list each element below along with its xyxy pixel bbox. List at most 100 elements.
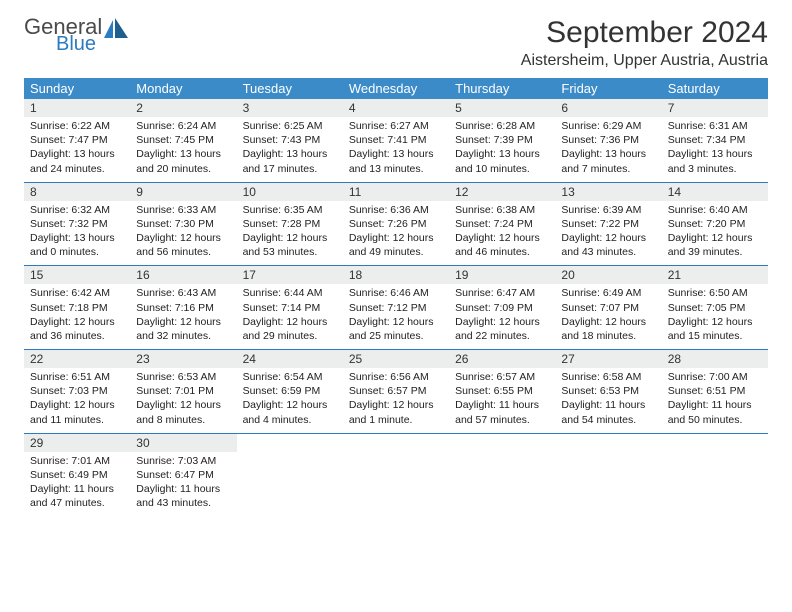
day-number: 25 xyxy=(343,350,449,368)
week-row: 1Sunrise: 6:22 AMSunset: 7:47 PMDaylight… xyxy=(24,99,768,183)
day-number: 12 xyxy=(449,183,555,201)
day-details: Sunrise: 6:28 AMSunset: 7:39 PMDaylight:… xyxy=(449,117,555,182)
day-sunrise: Sunrise: 6:54 AM xyxy=(243,370,337,384)
day-number: 19 xyxy=(449,266,555,284)
empty-cell xyxy=(449,434,555,517)
day-number: 24 xyxy=(237,350,343,368)
day-sunrise: Sunrise: 6:58 AM xyxy=(561,370,655,384)
day-sunset: Sunset: 6:59 PM xyxy=(243,384,337,398)
day-number: 22 xyxy=(24,350,130,368)
day-details: Sunrise: 6:31 AMSunset: 7:34 PMDaylight:… xyxy=(662,117,768,182)
day-d2: and 29 minutes. xyxy=(243,329,337,343)
day-sunset: Sunset: 7:03 PM xyxy=(30,384,124,398)
day-number: 30 xyxy=(130,434,236,452)
day-sunrise: Sunrise: 6:49 AM xyxy=(561,286,655,300)
day-d1: Daylight: 12 hours xyxy=(349,231,443,245)
day-sunrise: Sunrise: 6:57 AM xyxy=(455,370,549,384)
day-d2: and 17 minutes. xyxy=(243,162,337,176)
day-cell: 21Sunrise: 6:50 AMSunset: 7:05 PMDayligh… xyxy=(662,266,768,349)
day-details: Sunrise: 7:00 AMSunset: 6:51 PMDaylight:… xyxy=(662,368,768,433)
day-d1: Daylight: 12 hours xyxy=(136,231,230,245)
day-details: Sunrise: 6:35 AMSunset: 7:28 PMDaylight:… xyxy=(237,201,343,266)
day-d2: and 50 minutes. xyxy=(668,413,762,427)
day-number: 5 xyxy=(449,99,555,117)
day-cell: 11Sunrise: 6:36 AMSunset: 7:26 PMDayligh… xyxy=(343,183,449,266)
day-details: Sunrise: 6:47 AMSunset: 7:09 PMDaylight:… xyxy=(449,284,555,349)
day-number: 28 xyxy=(662,350,768,368)
day-d2: and 11 minutes. xyxy=(30,413,124,427)
day-number: 16 xyxy=(130,266,236,284)
day-d1: Daylight: 12 hours xyxy=(136,398,230,412)
day-d2: and 36 minutes. xyxy=(30,329,124,343)
week-row: 8Sunrise: 6:32 AMSunset: 7:32 PMDaylight… xyxy=(24,183,768,267)
day-cell: 7Sunrise: 6:31 AMSunset: 7:34 PMDaylight… xyxy=(662,99,768,182)
day-d2: and 46 minutes. xyxy=(455,245,549,259)
day-cell: 13Sunrise: 6:39 AMSunset: 7:22 PMDayligh… xyxy=(555,183,661,266)
day-of-week-header: Saturday xyxy=(662,78,768,99)
day-sunset: Sunset: 7:36 PM xyxy=(561,133,655,147)
day-cell: 8Sunrise: 6:32 AMSunset: 7:32 PMDaylight… xyxy=(24,183,130,266)
week-row: 29Sunrise: 7:01 AMSunset: 6:49 PMDayligh… xyxy=(24,434,768,517)
day-d2: and 4 minutes. xyxy=(243,413,337,427)
day-d2: and 25 minutes. xyxy=(349,329,443,343)
day-details: Sunrise: 6:56 AMSunset: 6:57 PMDaylight:… xyxy=(343,368,449,433)
day-sunset: Sunset: 7:24 PM xyxy=(455,217,549,231)
day-details: Sunrise: 6:50 AMSunset: 7:05 PMDaylight:… xyxy=(662,284,768,349)
day-cell: 19Sunrise: 6:47 AMSunset: 7:09 PMDayligh… xyxy=(449,266,555,349)
day-cell: 29Sunrise: 7:01 AMSunset: 6:49 PMDayligh… xyxy=(24,434,130,517)
week-row: 22Sunrise: 6:51 AMSunset: 7:03 PMDayligh… xyxy=(24,350,768,434)
day-d1: Daylight: 12 hours xyxy=(243,231,337,245)
day-cell: 16Sunrise: 6:43 AMSunset: 7:16 PMDayligh… xyxy=(130,266,236,349)
day-d2: and 56 minutes. xyxy=(136,245,230,259)
day-d2: and 53 minutes. xyxy=(243,245,337,259)
day-details: Sunrise: 6:33 AMSunset: 7:30 PMDaylight:… xyxy=(130,201,236,266)
day-sunrise: Sunrise: 6:25 AM xyxy=(243,119,337,133)
day-cell: 9Sunrise: 6:33 AMSunset: 7:30 PMDaylight… xyxy=(130,183,236,266)
day-d2: and 3 minutes. xyxy=(668,162,762,176)
day-cell: 15Sunrise: 6:42 AMSunset: 7:18 PMDayligh… xyxy=(24,266,130,349)
day-d1: Daylight: 13 hours xyxy=(349,147,443,161)
day-sunrise: Sunrise: 6:39 AM xyxy=(561,203,655,217)
day-d1: Daylight: 12 hours xyxy=(136,315,230,329)
day-sunrise: Sunrise: 6:42 AM xyxy=(30,286,124,300)
day-details: Sunrise: 6:25 AMSunset: 7:43 PMDaylight:… xyxy=(237,117,343,182)
day-sunrise: Sunrise: 6:32 AM xyxy=(30,203,124,217)
day-details: Sunrise: 6:57 AMSunset: 6:55 PMDaylight:… xyxy=(449,368,555,433)
day-details: Sunrise: 6:27 AMSunset: 7:41 PMDaylight:… xyxy=(343,117,449,182)
day-sunrise: Sunrise: 6:56 AM xyxy=(349,370,443,384)
day-number: 10 xyxy=(237,183,343,201)
day-sunset: Sunset: 6:53 PM xyxy=(561,384,655,398)
day-of-week-header: Wednesday xyxy=(343,78,449,99)
day-cell: 2Sunrise: 6:24 AMSunset: 7:45 PMDaylight… xyxy=(130,99,236,182)
day-d1: Daylight: 12 hours xyxy=(30,398,124,412)
day-details: Sunrise: 6:39 AMSunset: 7:22 PMDaylight:… xyxy=(555,201,661,266)
day-d1: Daylight: 11 hours xyxy=(668,398,762,412)
day-number: 8 xyxy=(24,183,130,201)
calendar-page: General Blue September 2024 Aistersheim,… xyxy=(0,0,792,532)
day-d2: and 47 minutes. xyxy=(30,496,124,510)
day-d1: Daylight: 13 hours xyxy=(136,147,230,161)
day-cell: 5Sunrise: 6:28 AMSunset: 7:39 PMDaylight… xyxy=(449,99,555,182)
day-details: Sunrise: 7:03 AMSunset: 6:47 PMDaylight:… xyxy=(130,452,236,517)
day-of-week-row: SundayMondayTuesdayWednesdayThursdayFrid… xyxy=(24,78,768,99)
day-number: 29 xyxy=(24,434,130,452)
day-details: Sunrise: 6:51 AMSunset: 7:03 PMDaylight:… xyxy=(24,368,130,433)
weeks-container: 1Sunrise: 6:22 AMSunset: 7:47 PMDaylight… xyxy=(24,99,768,516)
day-d1: Daylight: 13 hours xyxy=(455,147,549,161)
day-sunrise: Sunrise: 6:24 AM xyxy=(136,119,230,133)
day-d1: Daylight: 13 hours xyxy=(668,147,762,161)
day-sunrise: Sunrise: 6:33 AM xyxy=(136,203,230,217)
day-sunset: Sunset: 7:05 PM xyxy=(668,301,762,315)
day-d1: Daylight: 12 hours xyxy=(30,315,124,329)
day-sunset: Sunset: 7:20 PM xyxy=(668,217,762,231)
day-sunset: Sunset: 7:14 PM xyxy=(243,301,337,315)
day-d2: and 18 minutes. xyxy=(561,329,655,343)
day-sunset: Sunset: 7:30 PM xyxy=(136,217,230,231)
day-of-week-header: Friday xyxy=(555,78,661,99)
day-d2: and 20 minutes. xyxy=(136,162,230,176)
day-cell: 10Sunrise: 6:35 AMSunset: 7:28 PMDayligh… xyxy=(237,183,343,266)
day-details: Sunrise: 6:36 AMSunset: 7:26 PMDaylight:… xyxy=(343,201,449,266)
day-d2: and 39 minutes. xyxy=(668,245,762,259)
day-sunrise: Sunrise: 6:44 AM xyxy=(243,286,337,300)
day-d2: and 1 minute. xyxy=(349,413,443,427)
